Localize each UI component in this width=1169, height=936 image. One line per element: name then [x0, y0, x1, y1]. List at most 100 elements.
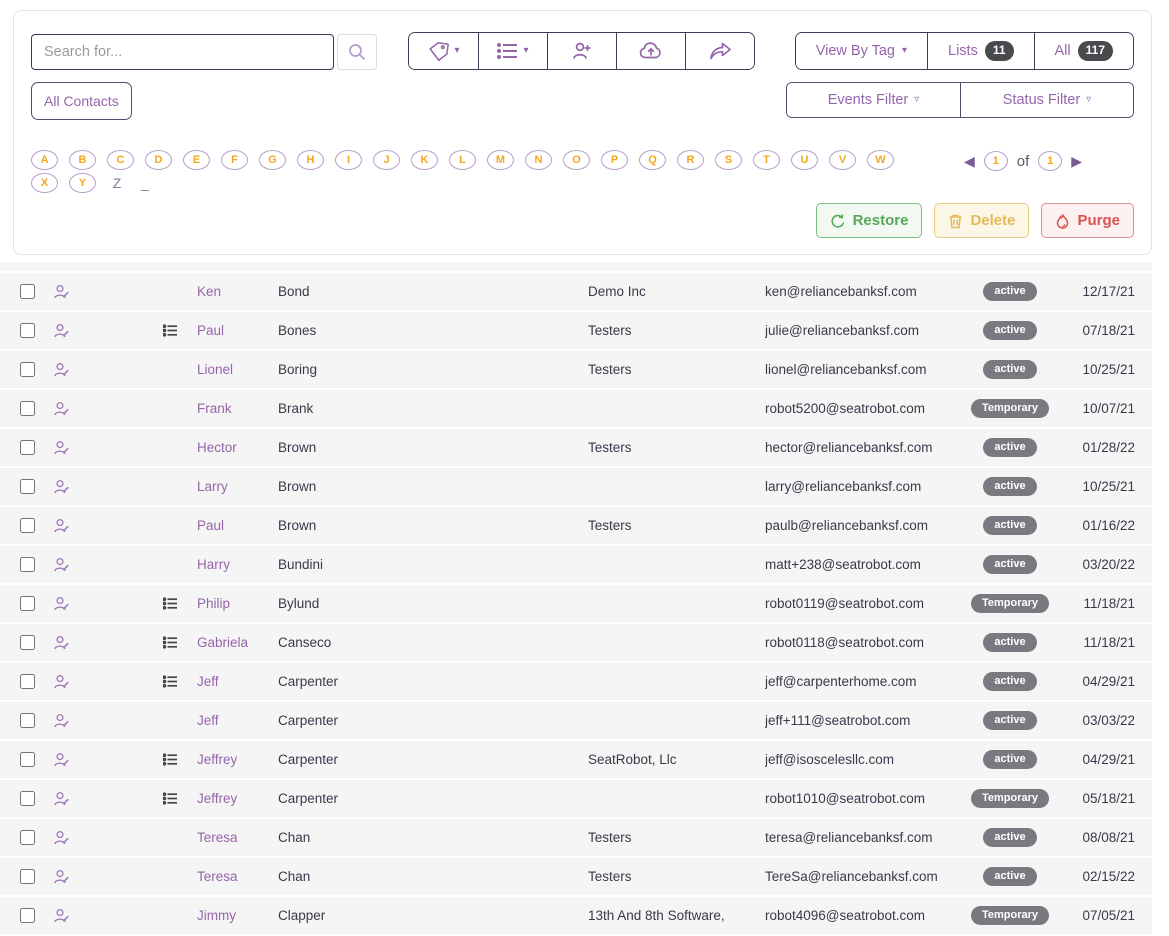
edit-contact-icon[interactable] [53, 362, 70, 378]
all-contacts-button[interactable]: All Contacts [31, 82, 132, 120]
edit-contact-icon[interactable] [53, 869, 70, 885]
edit-contact-icon[interactable] [53, 791, 70, 807]
contact-first-name-link[interactable]: Teresa [197, 830, 238, 845]
alphabet-letter-m[interactable]: M [487, 150, 514, 170]
alphabet-letter-j[interactable]: J [373, 150, 400, 170]
contact-lists-icon[interactable] [163, 675, 178, 688]
contact-lists-icon[interactable] [163, 792, 178, 805]
edit-contact-icon[interactable] [53, 401, 70, 417]
alphabet-letter-l[interactable]: L [449, 150, 476, 170]
row-checkbox[interactable] [20, 830, 35, 845]
edit-contact-icon[interactable] [53, 518, 70, 534]
edit-contact-icon[interactable] [53, 674, 70, 690]
alphabet-letter-e[interactable]: E [183, 150, 210, 170]
edit-contact-icon[interactable] [53, 596, 70, 612]
alphabet-letter-q[interactable]: Q [639, 150, 666, 170]
alphabet-letter-z[interactable]: Z [112, 175, 122, 191]
events-filter-dropdown[interactable]: Events Filter ▿ [787, 83, 960, 117]
edit-contact-icon[interactable] [53, 557, 70, 573]
alphabet-letter-s[interactable]: S [715, 150, 742, 170]
edit-contact-icon[interactable] [53, 479, 70, 495]
restore-button[interactable]: Restore [815, 203, 923, 238]
row-checkbox[interactable] [20, 518, 35, 533]
contact-first-name-link[interactable]: Harry [197, 557, 230, 572]
contact-first-name-link[interactable]: Frank [197, 401, 232, 416]
search-button[interactable] [337, 34, 377, 70]
row-checkbox[interactable] [20, 284, 35, 299]
contact-first-name-link[interactable]: Jeffrey [197, 791, 238, 806]
row-checkbox[interactable] [20, 401, 35, 416]
status-filter-dropdown[interactable]: Status Filter ▿ [960, 83, 1133, 117]
contact-first-name-link[interactable]: Hector [197, 440, 237, 455]
alphabet-letter-u[interactable]: U [791, 150, 818, 170]
alphabet-letter-a[interactable]: A [31, 150, 58, 170]
purge-button[interactable]: Purge [1041, 203, 1134, 238]
alphabet-letter-o[interactable]: O [563, 150, 590, 170]
alphabet-letter-g[interactable]: G [259, 150, 286, 170]
edit-contact-icon[interactable] [53, 440, 70, 456]
row-checkbox[interactable] [20, 440, 35, 455]
alphabet-letter-t[interactable]: T [753, 150, 780, 170]
upload-button[interactable] [616, 33, 685, 69]
row-checkbox[interactable] [20, 596, 35, 611]
edit-contact-icon[interactable] [53, 830, 70, 846]
alphabet-letter-w[interactable]: W [867, 150, 894, 170]
row-checkbox[interactable] [20, 869, 35, 884]
alphabet-letter-b[interactable]: B [69, 150, 96, 170]
alphabet-letter-i[interactable]: I [335, 150, 362, 170]
total-pages[interactable]: 1 [1038, 151, 1063, 171]
delete-button[interactable]: Delete [934, 203, 1030, 238]
contact-first-name-link[interactable]: Larry [197, 479, 228, 494]
contact-lists-icon[interactable] [163, 324, 178, 337]
contact-first-name-link[interactable]: Teresa [197, 869, 238, 884]
alphabet-letter-underscore[interactable]: _ [141, 175, 149, 191]
contact-first-name-link[interactable]: Paul [197, 323, 225, 338]
row-checkbox[interactable] [20, 479, 35, 494]
view-by-tag-dropdown[interactable]: View By Tag ▾ [795, 33, 927, 69]
list-menu-button[interactable]: ▾ [478, 33, 547, 69]
alphabet-letter-h[interactable]: H [297, 150, 324, 170]
all-tab[interactable]: All 117 [1033, 33, 1133, 69]
contact-first-name-link[interactable]: Jimmy [197, 908, 236, 923]
row-checkbox[interactable] [20, 323, 35, 338]
contact-first-name-link[interactable]: Jeff [197, 713, 219, 728]
alphabet-letter-c[interactable]: C [107, 150, 134, 170]
contact-first-name-link[interactable]: Philip [197, 596, 231, 611]
contact-first-name-link[interactable]: Ken [197, 284, 222, 299]
row-checkbox[interactable] [20, 557, 35, 572]
alphabet-letter-k[interactable]: K [411, 150, 438, 170]
edit-contact-icon[interactable] [53, 713, 70, 729]
tag-menu-button[interactable]: ▾ [409, 33, 478, 69]
contact-first-name-link[interactable]: Jeffrey [197, 752, 238, 767]
row-checkbox[interactable] [20, 635, 35, 650]
row-checkbox[interactable] [20, 908, 35, 923]
prev-page-arrow-icon[interactable]: ◀ [964, 153, 975, 169]
current-page[interactable]: 1 [983, 151, 1008, 171]
next-page-arrow-icon[interactable]: ▶ [1071, 153, 1083, 169]
row-checkbox[interactable] [20, 362, 35, 377]
alphabet-letter-d[interactable]: D [145, 150, 172, 170]
row-checkbox[interactable] [20, 791, 35, 806]
edit-contact-icon[interactable] [53, 323, 70, 339]
contact-first-name-link[interactable]: Jeff [197, 674, 219, 689]
search-input[interactable] [31, 34, 334, 70]
row-checkbox[interactable] [20, 674, 35, 689]
alphabet-letter-f[interactable]: F [221, 150, 248, 170]
alphabet-letter-n[interactable]: N [525, 150, 552, 170]
contact-lists-icon[interactable] [163, 636, 178, 649]
edit-contact-icon[interactable] [53, 752, 70, 768]
contact-first-name-link[interactable]: Lionel [197, 362, 234, 377]
edit-contact-icon[interactable] [53, 635, 70, 651]
share-button[interactable] [685, 33, 754, 69]
alphabet-letter-p[interactable]: P [601, 150, 628, 170]
contact-first-name-link[interactable]: Paul [197, 518, 225, 533]
alphabet-letter-y[interactable]: Y [69, 173, 96, 193]
row-checkbox[interactable] [20, 752, 35, 767]
alphabet-letter-r[interactable]: R [677, 150, 704, 170]
contact-lists-icon[interactable] [163, 753, 178, 766]
row-checkbox[interactable] [20, 713, 35, 728]
add-contact-button[interactable] [547, 33, 616, 69]
alphabet-letter-x[interactable]: X [31, 173, 58, 193]
alphabet-letter-v[interactable]: V [829, 150, 856, 170]
contact-lists-icon[interactable] [163, 597, 178, 610]
